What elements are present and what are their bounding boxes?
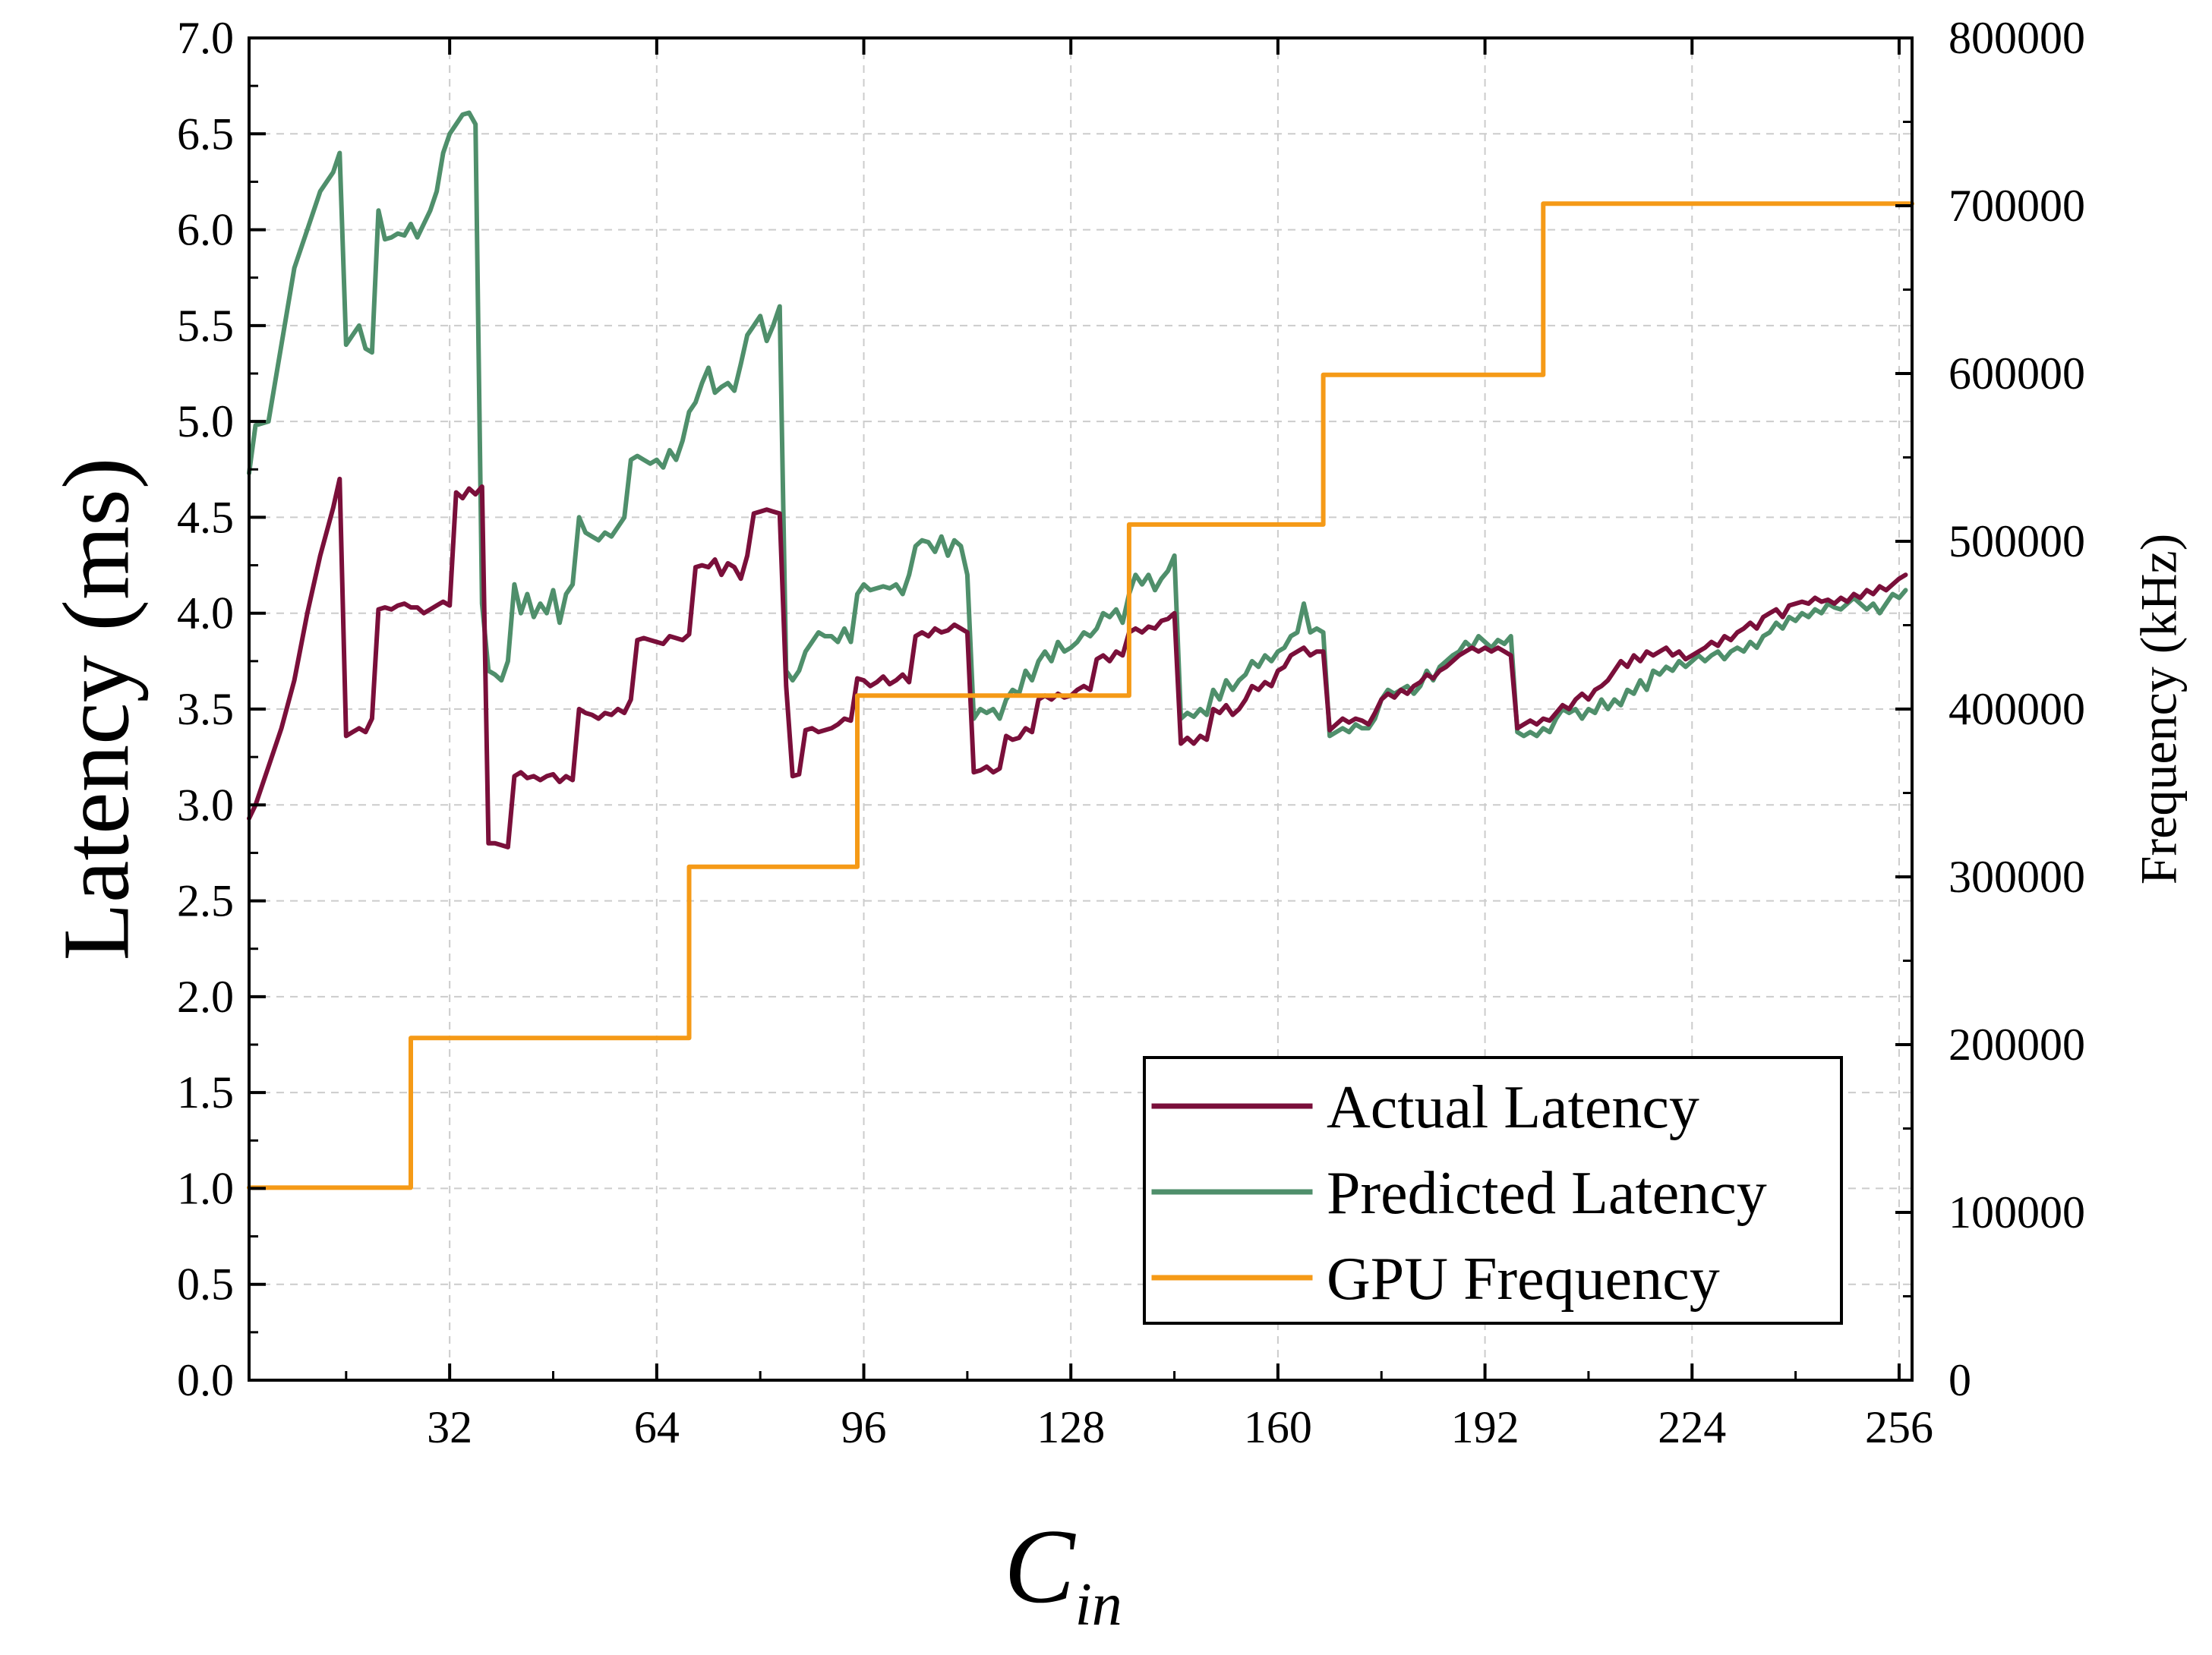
x-tick-label: 32 [427,1402,472,1452]
y-left-tick-label: 4.5 [177,492,234,542]
y-right-tick-label: 100000 [1949,1187,2085,1237]
actual-latency-line [247,476,1908,850]
legend-label-predicted: Predicted Latency [1327,1160,1767,1227]
y-right-tick-label: 800000 [1949,13,2085,63]
x-tick-label: 256 [1865,1402,1933,1452]
y-right-tick-label: 700000 [1949,181,2085,231]
y-left-tick-label: 2.0 [177,972,234,1022]
x-tick-label: 192 [1451,1402,1519,1452]
y-left-tick-label: 1.5 [177,1067,234,1118]
y-left-tick-label: 6.0 [177,205,234,255]
x-tick-label: 224 [1658,1402,1726,1452]
y-left-tick-label: 3.0 [177,780,234,830]
y-right-tick-label: 500000 [1949,516,2085,566]
predicted-latency-line [247,110,1908,739]
y-left-tick-label: 2.5 [177,876,234,926]
y-right-tick-label: 0 [1949,1355,1971,1405]
y-left-tick-label: 1.0 [177,1163,234,1213]
y-left-tick-label: 0.5 [177,1259,234,1310]
x-tick-label: 128 [1037,1402,1105,1452]
legend-label-actual: Actual Latency [1327,1074,1699,1141]
y-left-tick-label: 5.5 [177,301,234,351]
y-right-tick-label: 300000 [1949,852,2085,902]
x-tick-label: 64 [634,1402,680,1452]
axis-ticks [249,36,1912,1382]
y-left-tick-label: 6.5 [177,109,234,159]
x-axis-title-sub: in [1075,1571,1122,1638]
series-layer [247,110,1914,1190]
x-axis-title-main: C [1004,1508,1076,1625]
gpu-frequency-line [247,201,1914,1190]
x-axis-title: Cin [1004,1508,1122,1638]
tick-labels: 32 64 96 128 160 192 224 256 0.0 0.5 1.0 1.5 2.0 2.5 3… [177,13,2085,1452]
y-left-tick-label: 3.5 [177,684,234,734]
y-axis-right-title: Frequency (kHz) [2130,534,2188,885]
legend: Actual Latency Predicted Latency GPU Fre… [1143,1056,1843,1325]
y-right-tick-label: 400000 [1949,684,2085,734]
y-axis-left-title: Latency (ms) [45,458,150,961]
y-right-tick-label: 200000 [1949,1020,2085,1070]
legend-label-gpu: GPU Frequency [1327,1246,1720,1313]
x-tick-label: 160 [1244,1402,1312,1452]
y-left-tick-label: 7.0 [177,13,234,63]
y-left-tick-label: 0.0 [177,1355,234,1405]
y-left-tick-label: 5.0 [177,396,234,446]
y-right-tick-label: 600000 [1949,348,2085,399]
y-left-tick-label: 4.0 [177,588,234,638]
x-tick-label: 96 [841,1402,887,1452]
